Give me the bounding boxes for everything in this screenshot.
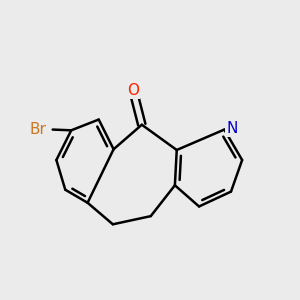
Text: O: O (127, 83, 139, 98)
Text: Br: Br (29, 122, 46, 137)
Text: N: N (226, 121, 238, 136)
